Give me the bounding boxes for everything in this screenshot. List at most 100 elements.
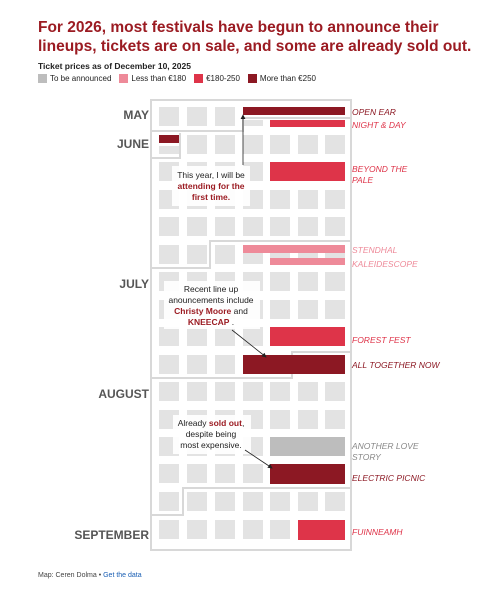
- week-cell: [270, 190, 290, 209]
- festival-bar-may-mark: [159, 135, 179, 143]
- week-cell: [187, 327, 207, 346]
- month-boundary: [151, 133, 181, 159]
- legend-label: More than €250: [259, 74, 316, 83]
- legend-label: To be announced: [50, 74, 112, 83]
- week-cell: [187, 464, 207, 483]
- annotation-bg: [173, 415, 251, 454]
- annotation-0: This year, I will be attending for the fir…: [177, 170, 245, 202]
- get-data-link[interactable]: Get the data: [103, 572, 142, 579]
- week-cell: [215, 327, 235, 346]
- week-cell: [187, 520, 207, 539]
- week-cell: [187, 135, 207, 154]
- week-cell: [215, 492, 235, 511]
- legend-swatch: [38, 74, 47, 83]
- festival-bar-9: [298, 520, 345, 540]
- week-cell: [270, 382, 290, 401]
- calendar-outline: [150, 99, 352, 551]
- week-cell: [243, 464, 263, 483]
- legend: To be announced Less than €180 €180-250 Mor…: [38, 74, 324, 83]
- week-cell: [159, 107, 179, 126]
- week-cell: [215, 382, 235, 401]
- festival-label-7: ANOTHER LOVE STORY: [351, 441, 419, 462]
- week-cell: [159, 146, 179, 154]
- festival-label-8: ELECTRIC PICNIC: [352, 473, 426, 483]
- week-cell: [215, 107, 235, 126]
- month-label-september: SEPTEMBER: [74, 528, 149, 542]
- week-cell: [159, 382, 179, 401]
- week-cell: [270, 520, 290, 539]
- week-cell: [243, 520, 263, 539]
- festival-bar-8: [270, 464, 345, 484]
- week-cell: [215, 245, 235, 264]
- legend-swatch: [194, 74, 204, 83]
- week-cell: [298, 272, 318, 291]
- festival-bar-6: [243, 355, 345, 374]
- festival-label-3: STENDHAL: [352, 245, 398, 255]
- annotation-1: Recent line up anouncements include Christ…: [168, 284, 253, 327]
- festival-bar-5: [270, 327, 345, 346]
- annotation-arrow-2: [244, 449, 273, 469]
- week-cell: [243, 492, 263, 511]
- week-cell: [159, 245, 179, 264]
- festival-bar-2: [270, 162, 345, 181]
- week-cell: [270, 217, 290, 236]
- week-cell: [187, 217, 207, 236]
- week-cell: [215, 464, 235, 483]
- festival-label-6: ALL TOGETHER NOW: [351, 360, 441, 370]
- festival-label-4: KALEIDESCOPE: [352, 259, 418, 269]
- week-cell: [187, 107, 207, 126]
- festival-label-5: FOREST FEST: [352, 335, 411, 345]
- annotation-bg: [164, 281, 260, 329]
- legend-swatch: [247, 74, 257, 83]
- week-cell: [270, 492, 290, 511]
- footer: Map: Ceren Dolma • Get the data: [38, 572, 142, 579]
- festival-label-2: BEYOND THE PALE: [352, 164, 408, 185]
- annotation-bg: [172, 166, 250, 206]
- week-cell: [159, 520, 179, 539]
- legend-label: Less than €180: [131, 74, 187, 83]
- footer-source: Map: Ceren Dolma: [38, 572, 97, 579]
- month-label-july: JULY: [119, 277, 149, 291]
- week-cell: [159, 327, 179, 346]
- week-cell: [243, 135, 263, 154]
- week-cell: [159, 355, 179, 374]
- annotation-arrow-1: [231, 329, 267, 358]
- week-cell: [243, 120, 263, 126]
- footer-separator: •: [98, 572, 104, 579]
- legend-item-0: To be announced: [38, 74, 111, 83]
- week-cell: [215, 135, 235, 154]
- week-cell: [325, 190, 345, 209]
- week-cell: [243, 327, 263, 346]
- week-cell: [270, 135, 290, 154]
- week-cell: [325, 217, 345, 236]
- month-label-may: MAY: [123, 108, 149, 122]
- festival-label-9: FUINNEAMH: [352, 527, 403, 537]
- festival-label-1: NIGHT & DAY: [352, 120, 407, 130]
- festival-bar-3: [243, 245, 345, 253]
- week-cell: [187, 355, 207, 374]
- week-cell: [298, 217, 318, 236]
- legend-item-2: €180-250: [194, 74, 240, 83]
- week-cell: [298, 492, 318, 511]
- festival-bar-0: [243, 107, 345, 115]
- week-cell: [243, 217, 263, 236]
- legend-label: €180-250: [206, 74, 240, 83]
- week-cell: [215, 217, 235, 236]
- week-cell: [325, 135, 345, 154]
- legend-item-1: Less than €180: [119, 74, 186, 83]
- week-cell: [298, 300, 318, 319]
- legend-item-3: More than €250: [247, 74, 316, 83]
- month-label-june: JUNE: [117, 137, 149, 151]
- week-cell: [325, 382, 345, 401]
- week-cell: [298, 190, 318, 209]
- week-cell: [298, 382, 318, 401]
- week-cell: [270, 410, 290, 429]
- festival-bar-7: [270, 437, 345, 456]
- week-cell: [325, 492, 345, 511]
- week-cell: [325, 300, 345, 319]
- chart-title: For 2026, most festivals have begun to a…: [38, 19, 472, 55]
- week-cell: [215, 355, 235, 374]
- week-cell: [270, 300, 290, 319]
- festival-bar-4: [270, 258, 345, 265]
